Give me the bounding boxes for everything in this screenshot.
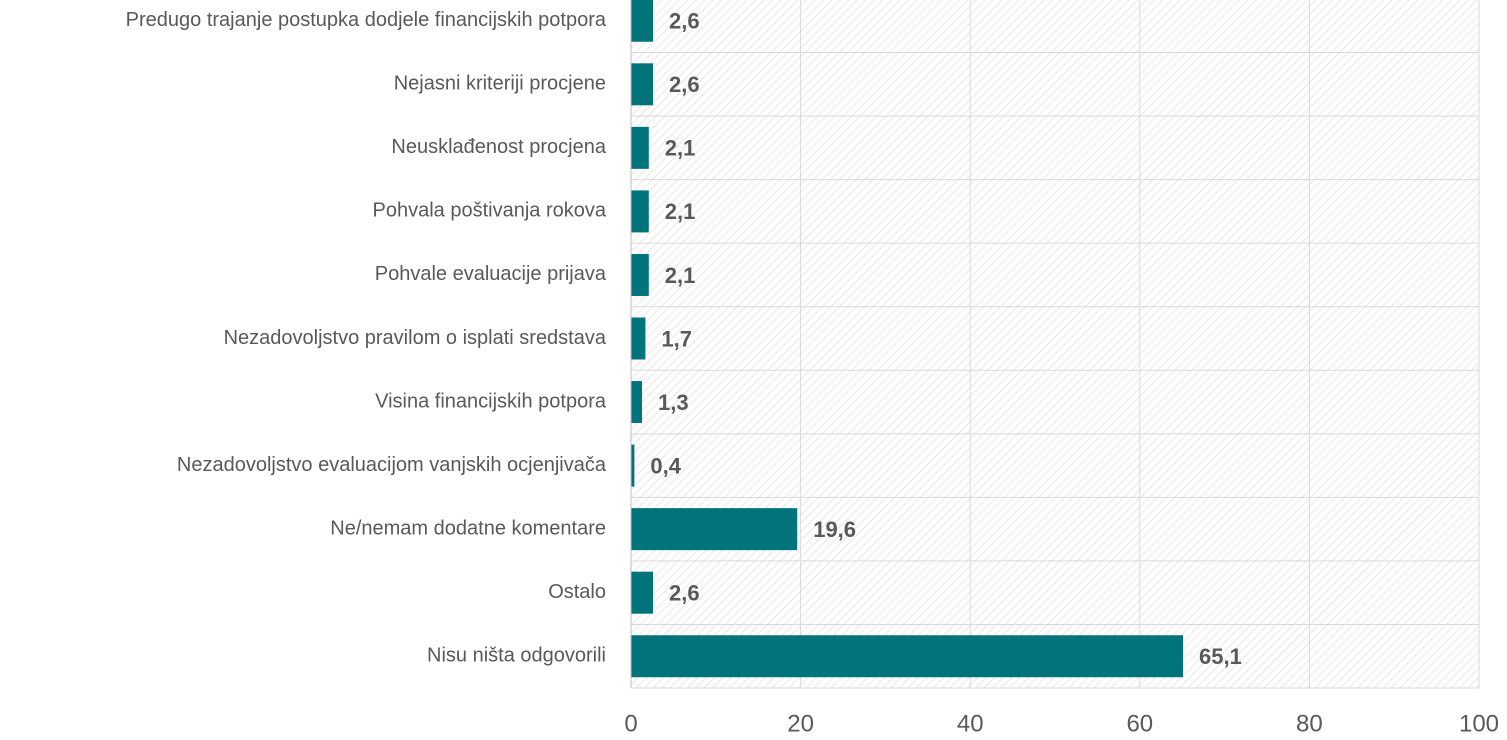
x-tick-label: 0	[624, 710, 637, 737]
x-tick-label: 100	[1459, 710, 1499, 737]
value-label: 0,4	[650, 453, 681, 478]
bar	[631, 508, 798, 551]
bar	[631, 0, 654, 42]
value-label: 2,1	[665, 136, 696, 161]
value-label: 1,7	[661, 326, 692, 351]
bar	[631, 253, 649, 296]
y-tick-label: Pohvala poštivanja rokova	[373, 200, 607, 222]
y-tick-label: Nisu ništa odgovorili	[427, 645, 606, 667]
bar	[631, 571, 654, 614]
value-label: 2,6	[669, 580, 700, 605]
x-tick-label: 60	[1126, 710, 1153, 737]
x-tick-label: 80	[1296, 710, 1323, 737]
y-tick-label: Ne/nemam dodatne komentare	[330, 517, 606, 539]
y-tick-label: Nejasni kriteriji procjene	[394, 73, 606, 95]
value-label: 19,6	[813, 517, 856, 542]
value-label: 2,1	[665, 263, 696, 288]
value-label: 2,1	[665, 199, 696, 224]
bar	[631, 63, 654, 106]
plot-background	[631, 0, 1479, 688]
bar	[631, 317, 646, 360]
y-tick-label: Ostalo	[548, 581, 606, 603]
bar	[631, 126, 649, 169]
y-tick-label: Nezadovoljstvo pravilom o isplati sredst…	[224, 327, 607, 349]
y-tick-label: Visina financijskih potpora	[375, 390, 607, 412]
value-label: 2,6	[669, 9, 700, 34]
value-label: 2,6	[669, 72, 700, 97]
x-tick-label: 20	[787, 710, 814, 737]
y-tick-label: Predugo trajanje postupka dodjele financ…	[126, 9, 607, 31]
x-tick-label: 40	[957, 710, 984, 737]
bar	[631, 444, 635, 487]
bar	[631, 381, 643, 424]
value-label: 65,1	[1199, 644, 1242, 669]
y-tick-label: Pohvale evaluacije prijava	[375, 263, 607, 285]
bar	[631, 190, 649, 233]
bar	[631, 635, 1184, 678]
y-tick-label: Neusklađenost procjena	[391, 136, 606, 158]
y-tick-label: Nezadovoljstvo evaluacijom vanjskih ocje…	[177, 454, 607, 476]
value-label: 1,3	[658, 390, 689, 415]
